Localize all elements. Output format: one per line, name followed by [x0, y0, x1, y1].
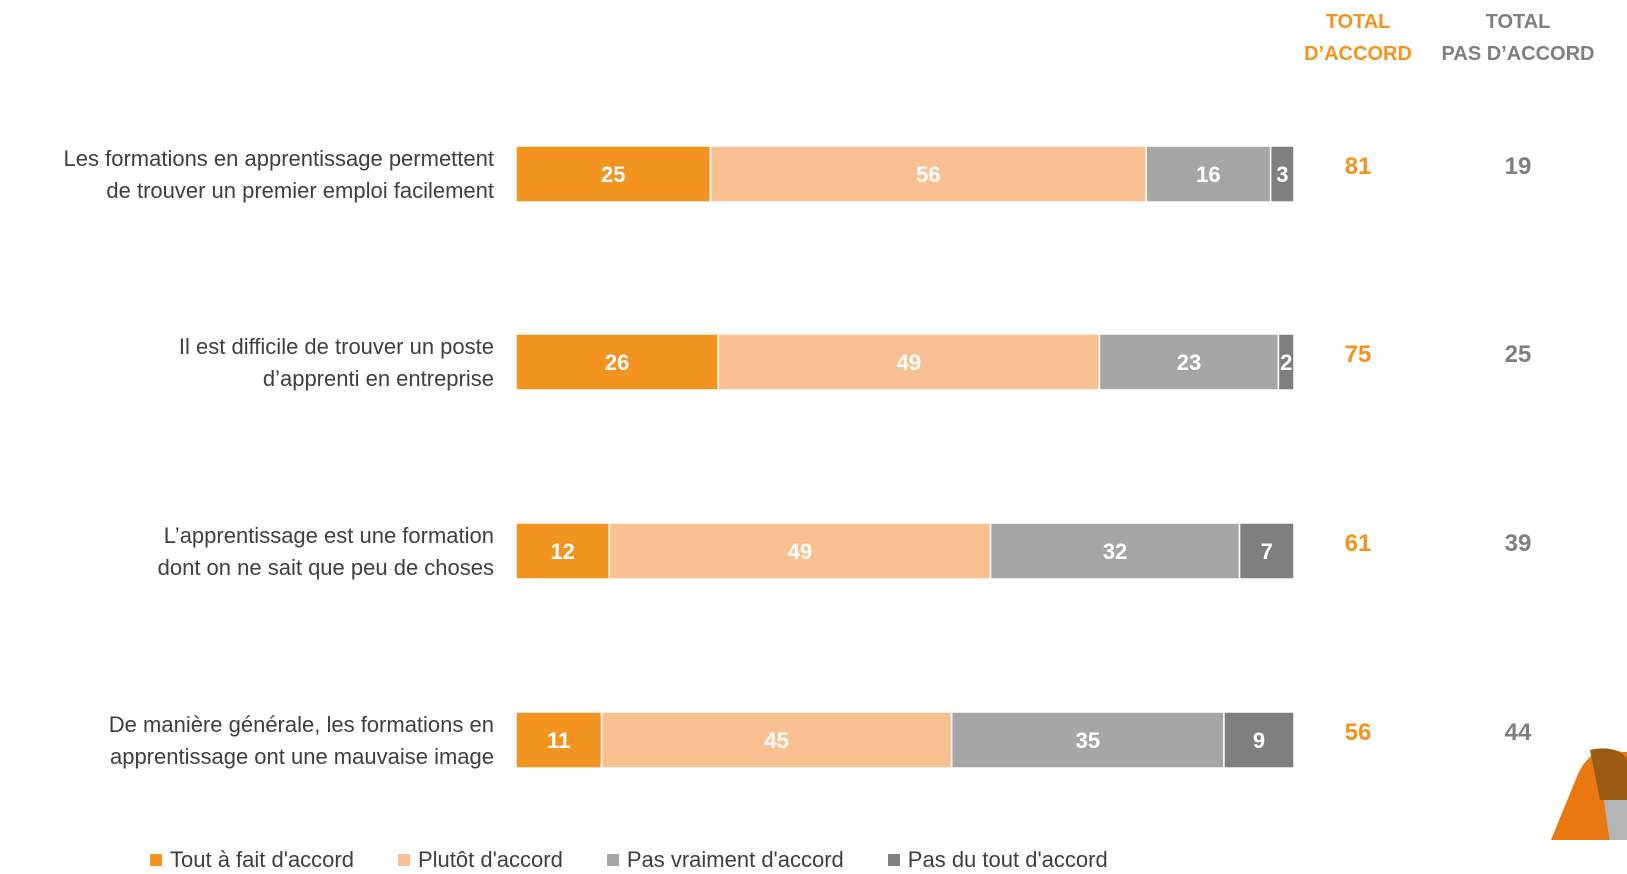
column-headers: TOTAL D’ACCORD TOTAL PAS D’ACCORD: [1304, 11, 1594, 65]
chart-row: L’apprentissage est une formation dont on…: [158, 522, 1532, 580]
data-label: 16: [1196, 162, 1220, 187]
total-agree-value: 61: [1345, 530, 1372, 557]
legend-swatch: [887, 854, 900, 866]
bar-segment: [515, 522, 611, 580]
category-label: L’apprentissage est une formation: [164, 523, 494, 548]
legend-item: Tout à fait d'accord: [150, 847, 354, 873]
total-agree-header-line-2: D’ACCORD: [1304, 43, 1412, 65]
bar-segment: [1098, 333, 1280, 391]
bar-segment: [1145, 145, 1272, 203]
bar-segment: [717, 333, 1101, 391]
data-label: 26: [605, 350, 629, 375]
category-label: apprentissage ont une mauvaise image: [110, 744, 494, 769]
logo-grey-shape: [1604, 800, 1627, 840]
data-label: 9: [1253, 728, 1265, 753]
data-label: 2: [1280, 350, 1292, 375]
total-disagree-value: 25: [1505, 341, 1532, 368]
brand-logo: [1550, 748, 1627, 840]
total-disagree-header-line-2: PAS D’ACCORD: [1442, 43, 1595, 65]
bar-segment: [1277, 333, 1295, 391]
data-label: 45: [764, 728, 788, 753]
legend-item: Pas du tout d'accord: [887, 847, 1108, 873]
data-label: 49: [788, 539, 812, 564]
legend-item: Pas vraiment d'accord: [606, 847, 844, 873]
data-label: 25: [601, 162, 625, 187]
data-label: 11: [547, 728, 570, 753]
legend-label: Plutôt d'accord: [417, 847, 563, 872]
legend-label: Tout à fait d'accord: [170, 847, 354, 872]
bar-segment: [950, 711, 1225, 769]
category-label: Les formations en apprentissage permette…: [64, 146, 494, 171]
bar-segment: [515, 145, 712, 203]
data-label: 3: [1276, 162, 1288, 187]
data-label: 12: [550, 539, 574, 564]
category-label: d’apprenti en entreprise: [263, 366, 494, 391]
stacked-bar-chart: TOTAL D’ACCORD TOTAL PAS D’ACCORD Les forma…: [64, 11, 1627, 840]
data-label: 23: [1177, 350, 1201, 375]
total-disagree-value: 19: [1505, 153, 1532, 180]
bar-segment: [1269, 145, 1295, 203]
legend: Tout à fait d'accord Plutôt d'accord Pas v…: [150, 846, 1152, 874]
legend-label: Pas du tout d'accord: [907, 847, 1108, 872]
legend-swatch: [150, 854, 162, 866]
total-agree-value: 81: [1345, 153, 1372, 180]
legend-item: Plutôt d'accord: [397, 847, 563, 873]
chart-rows: Les formations en apprentissage permette…: [64, 145, 1532, 769]
bar-segment: [989, 522, 1241, 580]
chart-row: Il est difficile de trouver un poste d’ap…: [179, 333, 1532, 391]
total-agree-value: 75: [1345, 341, 1372, 368]
category-label: dont on ne sait que peu de choses: [158, 555, 494, 580]
bar-segment: [1223, 711, 1295, 769]
bar-segment: [608, 522, 992, 580]
bar-segment: [709, 145, 1147, 203]
total-disagree-value: 44: [1505, 719, 1532, 746]
category-label: de trouver un premier emploi facilement: [106, 178, 494, 203]
legend-swatch: [397, 854, 410, 866]
total-disagree-header-line-1: TOTAL: [1486, 11, 1551, 33]
data-label: 49: [897, 350, 921, 375]
total-disagree-value: 39: [1505, 530, 1532, 557]
bar-segment: [515, 333, 720, 391]
legend-swatch: [606, 854, 619, 866]
bar-segment: [515, 711, 603, 769]
data-label: 7: [1261, 539, 1273, 564]
bar-segment: [1238, 522, 1295, 580]
category-label: Il est difficile de trouver un poste: [179, 334, 494, 359]
data-label: 32: [1103, 539, 1127, 564]
category-label: De manière générale, les formations en: [109, 712, 494, 737]
logo-brown-shape: [1590, 748, 1627, 800]
data-label: 35: [1076, 728, 1100, 753]
bar-segment: [600, 711, 953, 769]
total-agree-header-line-1: TOTAL: [1326, 11, 1391, 33]
data-label: 56: [916, 162, 940, 187]
chart-row: Les formations en apprentissage permette…: [64, 145, 1532, 203]
legend-label: Pas vraiment d'accord: [626, 847, 844, 872]
total-agree-value: 56: [1345, 719, 1372, 746]
chart-row: De manière générale, les formations en ap…: [109, 711, 1532, 769]
